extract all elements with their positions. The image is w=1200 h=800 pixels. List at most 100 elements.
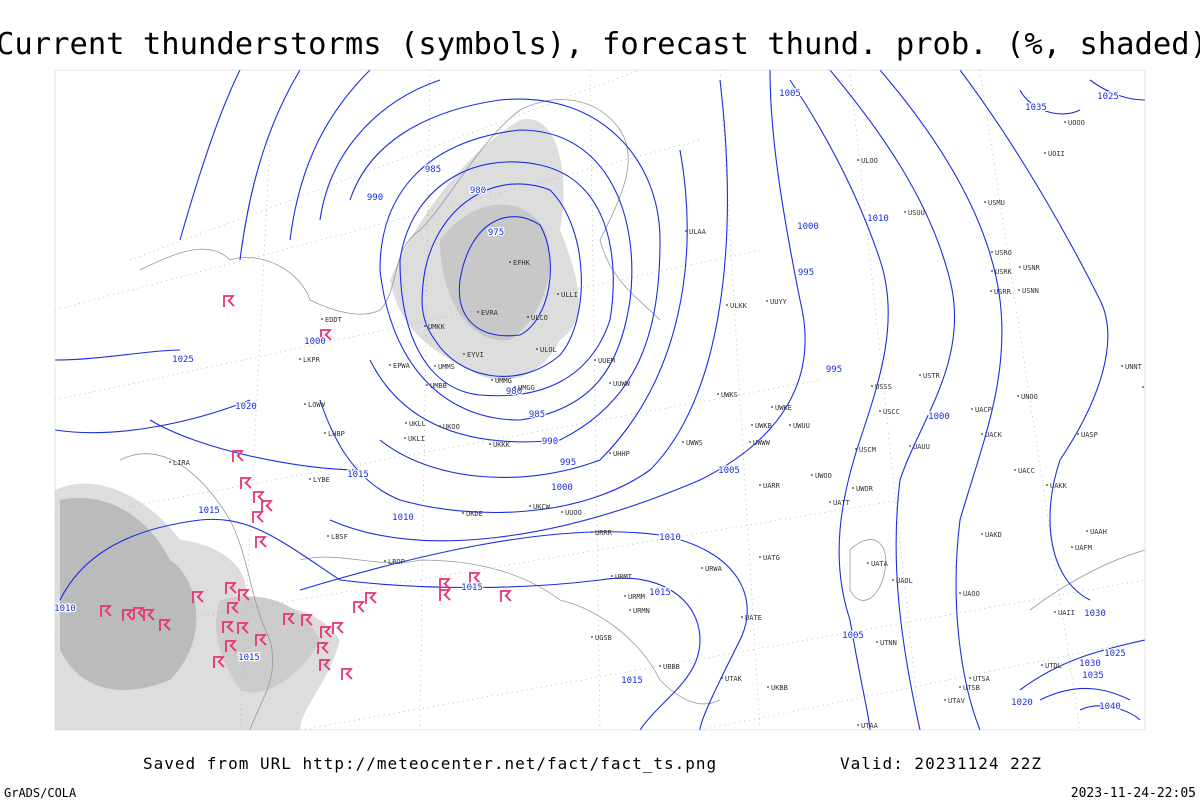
station-code: UOII	[1048, 150, 1065, 158]
station-code: UTAV	[948, 697, 966, 705]
isobar-label: 1030	[1079, 659, 1101, 669]
station-code: LHBP	[328, 430, 345, 438]
station-code: UOOO	[1068, 119, 1085, 127]
graticule	[55, 70, 1145, 730]
station-code: USMU	[988, 199, 1005, 207]
isobar-label: 1020	[235, 402, 257, 412]
station-code: UAFM	[1075, 544, 1092, 552]
thunderstorm-symbol	[341, 668, 353, 680]
station-code: UAAH	[1090, 528, 1107, 536]
station-code: ULOL	[540, 346, 557, 354]
station-code: USNN	[1022, 287, 1039, 295]
isobar-label: 1010	[867, 214, 889, 224]
isobar-label: 980	[506, 387, 522, 397]
station-code: URMN	[633, 607, 650, 615]
station-code: UMBB	[430, 382, 447, 390]
station-dot	[1018, 289, 1020, 291]
station-dot	[611, 575, 613, 577]
station-code: UKLL	[409, 420, 426, 428]
probability-shading	[55, 119, 579, 730]
station-dot	[759, 484, 761, 486]
station-code: UTSB	[963, 684, 980, 692]
station-code: UMMS	[438, 363, 455, 371]
station-dot	[969, 677, 971, 679]
thunderstorm-symbol	[232, 450, 244, 462]
station-code: UKKK	[493, 441, 511, 449]
station-dot	[959, 686, 961, 688]
station-code: USCC	[883, 408, 900, 416]
isobar-label: 980	[470, 186, 486, 196]
valid-time: Valid: 20231124 22Z	[840, 754, 1042, 773]
station-dot	[1077, 433, 1079, 435]
station-dot	[991, 270, 993, 272]
station-code: URRR	[595, 529, 613, 537]
station-dot	[984, 201, 986, 203]
station-code: UMGG	[518, 384, 535, 392]
station-code: UATT	[833, 499, 851, 507]
station-code: UTSA	[973, 675, 991, 683]
station-dot	[904, 211, 906, 213]
station-dot	[726, 304, 728, 306]
station-dot	[751, 424, 753, 426]
thunderstorm-symbol	[317, 642, 329, 654]
isobar-label: 1005	[842, 631, 864, 641]
station-dot	[463, 353, 465, 355]
isobars	[55, 70, 1145, 730]
isobar-label: 1040	[1099, 702, 1121, 712]
station-code: UKDE	[466, 510, 483, 518]
thunderstorm-symbol	[439, 578, 451, 590]
station-code: UAKD	[985, 531, 1002, 539]
isobar-label: 1000	[928, 412, 950, 422]
isobar-label: 1005	[779, 89, 801, 99]
thunderstorm-symbol	[439, 589, 451, 601]
thunderstorm-symbol	[365, 592, 377, 604]
station-dot	[591, 531, 593, 533]
station-code: LYBE	[313, 476, 330, 484]
station-dot	[321, 318, 323, 320]
station-code: UAII	[1058, 609, 1075, 617]
thunderstorm-symbol	[225, 640, 237, 652]
timestamp: 2023-11-24-22:05	[1071, 786, 1196, 800]
station-code: UACC	[1018, 467, 1035, 475]
station-dot	[685, 230, 687, 232]
station-code: UHHP	[613, 450, 630, 458]
station-dot	[529, 505, 531, 507]
isobar-label: 1035	[1082, 671, 1104, 681]
thunderstorm-symbol	[261, 500, 273, 512]
station-code: UTNN	[880, 639, 897, 647]
station-dot	[981, 433, 983, 435]
station-dot	[389, 364, 391, 366]
station-code: USTR	[923, 372, 941, 380]
station-dot	[919, 374, 921, 376]
station-dot	[477, 311, 479, 313]
isobar-label: 985	[529, 410, 545, 420]
station-code: UNOO	[1021, 393, 1038, 401]
station-code: UKOO	[443, 423, 460, 431]
station-code: UATA	[871, 560, 889, 568]
station-dot	[857, 724, 859, 726]
station-dot	[509, 261, 511, 263]
thunderstorm-symbol	[320, 329, 332, 341]
thunderstorm-symbol	[353, 601, 365, 613]
station-dot	[1071, 546, 1073, 548]
station-dot	[514, 386, 516, 388]
station-code: LROP	[388, 558, 405, 566]
station-dot	[304, 403, 306, 405]
station-dot	[309, 478, 311, 480]
station-dot	[404, 437, 406, 439]
station-code: UATE	[745, 614, 762, 622]
station-code: UTAA	[861, 722, 879, 730]
station-dot	[424, 325, 426, 327]
isobar-label: 995	[826, 365, 842, 375]
isobar-label: 975	[488, 228, 504, 238]
isobar-label: 1000	[551, 483, 573, 493]
station-code: UTDL	[1045, 662, 1062, 670]
station-dot	[990, 290, 992, 292]
station-code: URMT	[615, 573, 633, 581]
station-code: UACP	[975, 406, 992, 414]
isobar-label: 995	[798, 268, 814, 278]
isobar-label: 1025	[1104, 649, 1126, 659]
isobar-label: 1015	[461, 583, 483, 593]
station-dot	[1064, 121, 1066, 123]
station-dot	[876, 641, 878, 643]
